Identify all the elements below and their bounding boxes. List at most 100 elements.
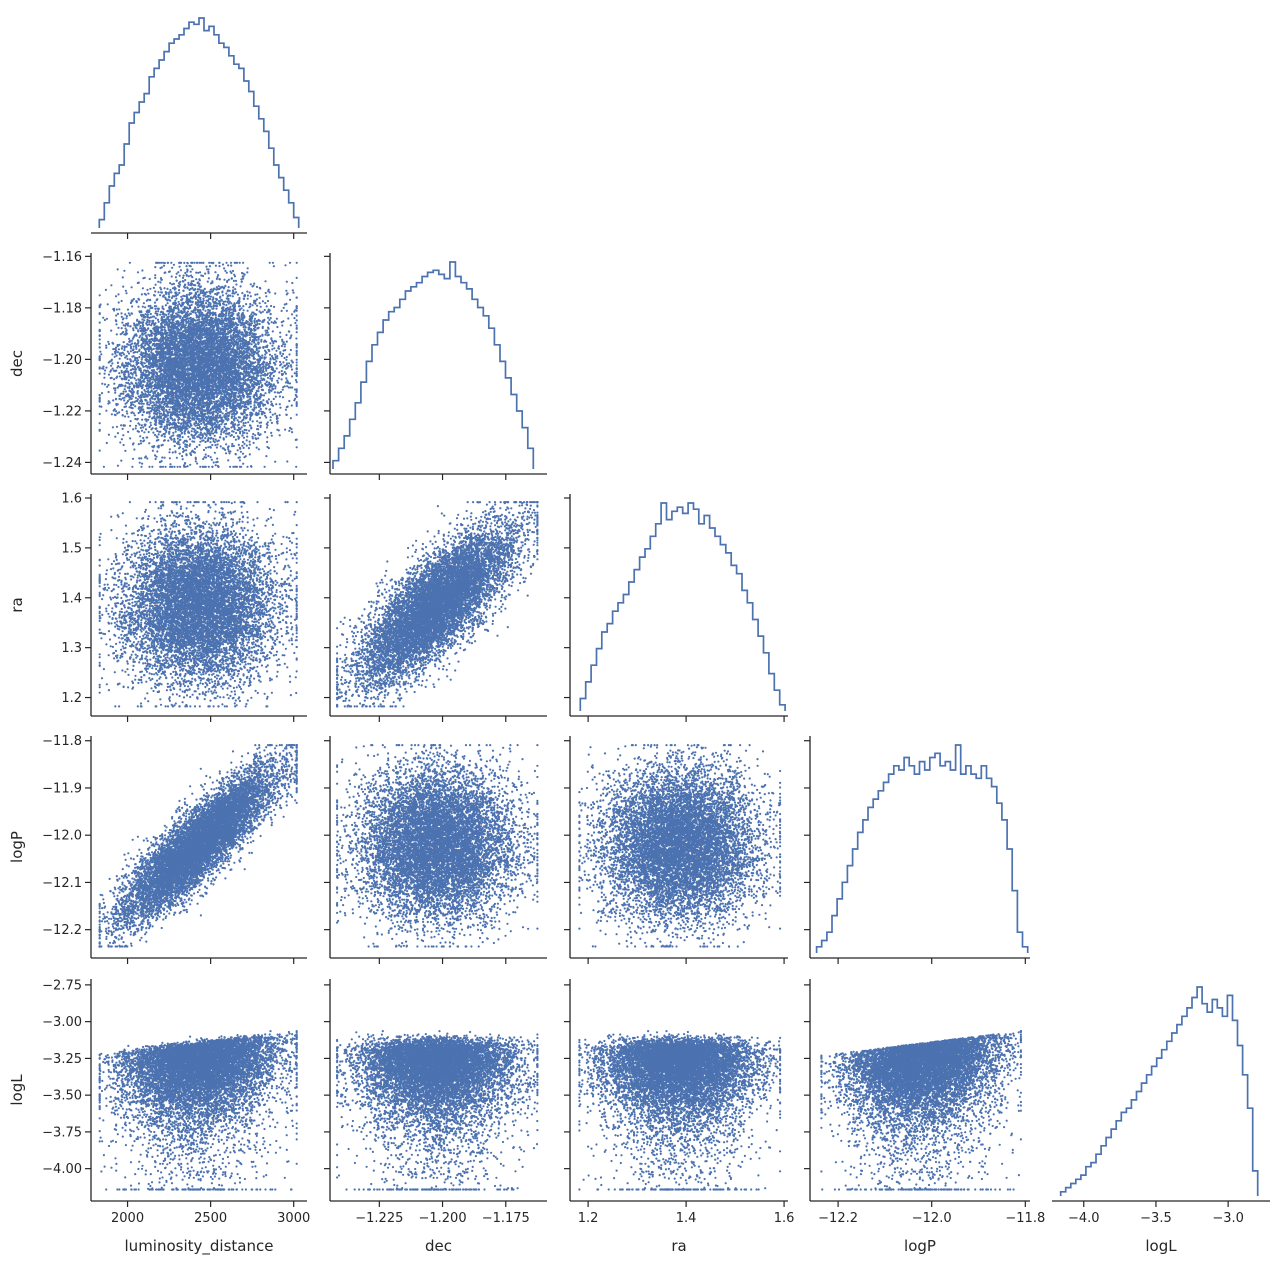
scatter-point xyxy=(251,343,253,345)
scatter-point xyxy=(162,305,164,307)
scatter-point xyxy=(242,453,244,455)
scatter-point xyxy=(296,401,298,403)
scatter-point xyxy=(125,292,127,294)
scatter-point xyxy=(115,314,117,316)
scatter-point xyxy=(158,321,160,323)
scatter-point xyxy=(183,262,185,264)
scatter-point xyxy=(138,356,140,358)
scatter-point xyxy=(177,311,179,313)
scatter-point xyxy=(189,464,191,466)
scatter-point xyxy=(241,445,243,447)
scatter-point xyxy=(273,265,275,267)
scatter-point xyxy=(284,343,286,345)
scatter-point xyxy=(122,428,124,430)
scatter-point xyxy=(290,324,292,326)
scatter-point xyxy=(159,294,161,296)
scatter-point xyxy=(223,267,225,269)
scatter-point xyxy=(99,312,101,314)
scatter-point xyxy=(269,354,271,356)
scatter-point xyxy=(269,342,271,344)
scatter-point xyxy=(286,281,288,283)
scatter-point xyxy=(114,436,116,438)
scatter-point xyxy=(163,316,165,318)
scatter-point xyxy=(148,393,150,395)
scatter-point xyxy=(249,453,251,455)
scatter-point xyxy=(296,319,298,321)
scatter-point xyxy=(275,350,277,352)
scatter-point xyxy=(158,433,160,435)
scatter-point xyxy=(263,367,265,369)
scatter-point xyxy=(124,313,126,315)
scatter-point xyxy=(272,262,274,264)
scatter-point xyxy=(178,286,180,288)
scatter-point xyxy=(169,448,171,450)
scatter-point xyxy=(179,275,181,277)
scatter-point xyxy=(296,315,298,317)
scatter-point xyxy=(259,323,261,325)
scatter-points-dec-vs-luminosity_distance xyxy=(99,262,298,468)
scatter-point xyxy=(220,445,222,447)
scatter-point xyxy=(135,379,137,381)
scatter-point xyxy=(149,288,151,290)
scatter-point xyxy=(175,298,177,300)
scatter-point xyxy=(218,265,220,267)
scatter-point xyxy=(128,338,130,340)
scatter-point xyxy=(215,265,217,267)
scatter-point xyxy=(127,351,129,353)
scatter-point xyxy=(173,466,175,468)
scatter-point xyxy=(183,450,185,452)
scatter-point xyxy=(257,425,259,427)
scatter-point xyxy=(134,414,136,416)
scatter-point xyxy=(204,288,206,290)
scatter-point xyxy=(264,334,266,336)
scatter-point xyxy=(138,345,140,347)
scatter-point xyxy=(240,278,242,280)
panel-dec-vs-luminosity_distance xyxy=(85,253,307,480)
scatter-point xyxy=(276,367,278,369)
scatter-point xyxy=(101,383,103,385)
scatter-point xyxy=(212,438,214,440)
scatter-point xyxy=(178,292,180,294)
scatter-point xyxy=(282,343,284,345)
scatter-point xyxy=(164,271,166,273)
scatter-point xyxy=(118,372,120,374)
scatter-point xyxy=(196,446,198,448)
scatter-point xyxy=(266,305,268,307)
scatter-point xyxy=(296,310,298,312)
scatter-point xyxy=(223,279,225,281)
scatter-point xyxy=(137,359,139,361)
scatter-point xyxy=(237,294,239,296)
scatter-point xyxy=(270,416,272,418)
scatter-point xyxy=(150,313,152,315)
scatter-point xyxy=(215,464,217,466)
scatter-point xyxy=(256,305,258,307)
scatter-point xyxy=(284,429,286,431)
scatter-point xyxy=(243,447,245,449)
scatter-point xyxy=(290,417,292,419)
scatter-point xyxy=(99,338,101,340)
scatter-point xyxy=(266,426,268,428)
scatter-point xyxy=(117,351,119,353)
scatter-point xyxy=(268,398,270,400)
scatter-point xyxy=(142,306,144,308)
scatter-point xyxy=(279,395,281,397)
scatter-point xyxy=(129,314,131,316)
scatter-point xyxy=(215,439,217,441)
scatter-point xyxy=(187,465,189,467)
scatter-point xyxy=(222,412,224,414)
scatter-point xyxy=(161,456,163,458)
scatter-point xyxy=(135,374,137,376)
scatter-point xyxy=(228,311,230,313)
scatter-point xyxy=(231,443,233,445)
scatter-point xyxy=(264,431,266,433)
scatter-point xyxy=(122,276,124,278)
scatter-point xyxy=(123,324,125,326)
scatter-point xyxy=(274,385,276,387)
scatter-point xyxy=(291,368,293,370)
scatter-point xyxy=(119,441,121,443)
scatter-point xyxy=(254,434,256,436)
scatter-point xyxy=(180,269,182,271)
scatter-point xyxy=(123,349,125,351)
scatter-point xyxy=(259,297,261,299)
